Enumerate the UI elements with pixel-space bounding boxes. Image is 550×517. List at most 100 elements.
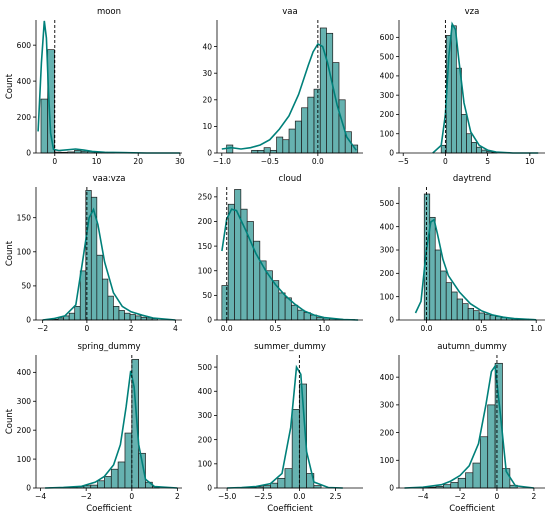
histogram-bar [277,477,286,489]
y-tick-label: 400 [380,222,395,231]
x-tick-label: −2 [81,492,92,501]
x-tick-label: 1.0 [530,324,542,333]
y-tick-label: 500 [380,52,395,61]
y-tick-label: 200 [198,217,213,226]
subplot-title: cloud [278,174,301,184]
kde-line [221,208,359,321]
y-tick-label: 400 [380,72,395,81]
histogram-bar [457,477,466,489]
histogram-bar [140,316,147,321]
y-tick-label: 200 [380,428,395,437]
x-axis-label: Coefficient [449,504,495,514]
subplot-title: moon [97,7,121,17]
subplot-daytrend: daytrend 0.0 0.5 1.0 0 100 200 300 400 500 [380,174,545,333]
histogram-bar [456,298,464,321]
x-tick-label: 20 [133,157,143,166]
kde-line [42,207,176,321]
y-tick-label: 500 [198,363,213,372]
histogram-bar [478,312,485,321]
y-tick-label: 100 [198,266,213,275]
histogram-bar [129,314,136,321]
y-tick-label: 10 [202,122,212,131]
y-tick-label: 100 [380,292,395,301]
histogram-bar [484,313,491,321]
histogram-bar [461,114,467,154]
kde-line [221,42,357,151]
y-tick-label: 200 [380,269,395,278]
y-tick-label: 0 [389,149,394,158]
y-tick-label: 300 [380,401,395,410]
x-tick-label: 0.5 [475,324,487,333]
histogram-bar [282,139,290,154]
y-tick-label: 40 [202,42,212,51]
subplot-title: daytrend [453,174,491,184]
histogram-bar [429,216,436,321]
y-tick-label: 100 [17,247,32,256]
y-tick-label: 100 [198,460,213,469]
x-tick-label: −2.5 [254,492,272,501]
histogram-bar [234,189,242,321]
y-tick-label: 0 [389,484,394,493]
histogram-bar [465,472,474,489]
histogram-bar [113,306,120,321]
kde-line [404,363,534,489]
y-tick-label: 0 [207,149,212,158]
subplot-title: vaa [282,7,297,17]
subplot-autumn-dummy: autumn_dummy −4 −2 0 2 0 100 200 300 400 Coefficie… [380,342,545,514]
x-tick-label: 0.0 [312,157,324,166]
y-tick-label: 200 [17,426,32,435]
y-axis-label: Count [5,240,15,266]
histogram-bar [297,309,305,321]
histogram-bar [451,291,458,321]
y-tick-label: 50 [21,282,31,291]
histogram-bar [476,146,483,154]
histogram-bar [462,303,469,321]
histogram-bar [313,88,321,154]
histogram-bar [326,32,334,154]
histogram-bar [74,306,81,321]
histogram-bar [291,304,299,321]
x-tick-label: 0 [495,492,500,501]
histogram-bar [124,432,133,489]
histogram-bar [124,312,131,321]
y-tick-label: 100 [380,129,395,138]
kde-line [45,370,178,489]
y-tick-label: 300 [380,246,395,255]
kde-line [432,21,539,154]
histogram-bar [227,203,235,321]
x-tick-label: −5 [398,157,409,166]
histogram-bar [117,461,126,489]
y-tick-label: 600 [380,33,395,42]
subplot-vaa-vza: vaa:vza −2 0 2 4 0 50 100 150 Count [5,174,182,333]
kde-line [37,20,180,154]
y-tick-label: 500 [380,199,395,208]
x-tick-label: −5.0 [218,492,236,501]
histogram-bar [481,149,488,154]
subplot-title: summer_dummy [254,342,326,352]
histogram-bar [118,310,125,321]
x-tick-label: 0.0 [221,324,233,333]
histogram-bar [466,133,472,154]
histogram-bar [253,240,261,321]
x-tick-label: 0.0 [293,492,305,501]
subplot-title: spring_dummy [77,342,140,352]
x-tick-label: 0 [129,492,134,501]
y-tick-label: 20 [202,96,212,105]
histogram-bar [288,128,296,154]
histogram-bar [467,307,474,321]
histogram-bar [90,484,98,489]
histogram-bar [107,295,114,321]
histogram-bar [450,482,459,489]
x-tick-label: −2 [37,324,48,333]
y-tick-label: 300 [380,91,395,100]
histogram-bar [104,476,112,489]
histogram-bar [471,142,477,154]
x-tick-label: 2 [129,324,134,333]
y-tick-label: 0 [26,149,31,158]
y-tick-label: 0 [207,484,212,493]
histogram-bar [102,278,109,321]
y-tick-label: 150 [198,242,213,251]
x-tick-label: 2 [532,492,537,501]
